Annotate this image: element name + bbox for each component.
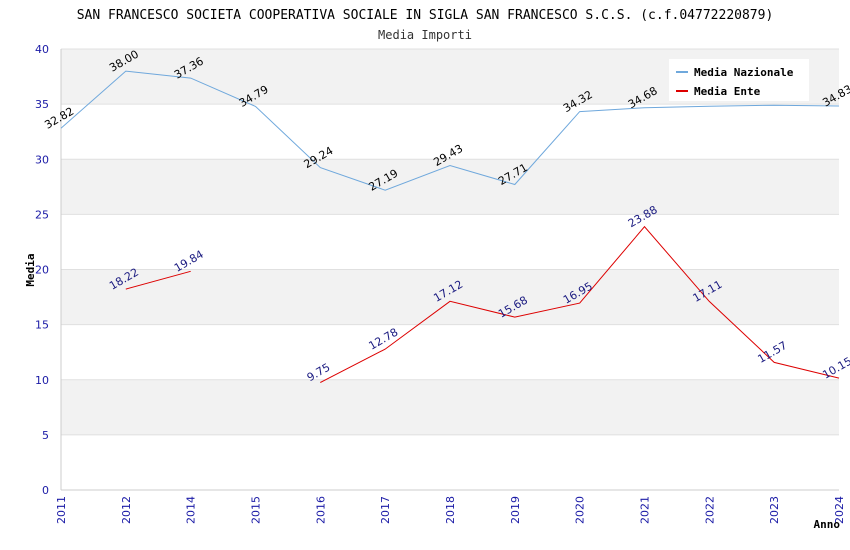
x-axis-label: Anno bbox=[814, 518, 841, 531]
x-tick-label: 2012 bbox=[120, 496, 133, 524]
grid-band bbox=[61, 434, 839, 490]
grid-band bbox=[61, 379, 839, 435]
grid-band bbox=[61, 159, 839, 215]
legend-label-media-nazionale: Media Nazionale bbox=[694, 66, 794, 79]
x-tick-label: 2022 bbox=[703, 496, 716, 524]
series-line-media-nazionale bbox=[60, 70, 840, 191]
chart-subtitle: Media Importi bbox=[378, 28, 472, 42]
grid-band bbox=[61, 324, 839, 380]
x-tick-label: 2014 bbox=[185, 496, 198, 524]
y-tick-label: 5 bbox=[42, 429, 49, 442]
x-tick-label: 2024 bbox=[833, 496, 846, 524]
x-tick-label: 2011 bbox=[55, 496, 68, 524]
y-tick-label: 25 bbox=[35, 208, 49, 221]
x-tick-label: 2023 bbox=[768, 496, 781, 524]
legend: Media Nazionale Media Ente bbox=[669, 59, 809, 101]
y-axis-ticks: 0 5 10 15 20 25 30 35 40 bbox=[35, 43, 49, 497]
series-lines bbox=[60, 70, 840, 383]
grid-band bbox=[61, 104, 839, 160]
y-tick-label: 15 bbox=[35, 319, 49, 332]
x-tick-label: 2017 bbox=[379, 496, 392, 524]
x-tick-label: 2020 bbox=[574, 496, 587, 524]
y-tick-label: 30 bbox=[35, 153, 49, 166]
x-tick-label: 2021 bbox=[639, 496, 652, 524]
grid-band bbox=[61, 269, 839, 325]
grid-band bbox=[61, 214, 839, 270]
y-tick-label: 20 bbox=[35, 264, 49, 277]
y-axis-label: Media bbox=[24, 253, 37, 286]
legend-label-media-ente: Media Ente bbox=[694, 85, 761, 98]
x-tick-label: 2016 bbox=[314, 496, 327, 524]
chart-title: SAN FRANCESCO SOCIETA COOPERATIVA SOCIAL… bbox=[77, 8, 774, 23]
y-tick-label: 40 bbox=[35, 43, 49, 56]
x-tick-label: 2015 bbox=[250, 496, 263, 524]
y-tick-label: 35 bbox=[35, 98, 49, 111]
x-axis-ticks: 2011 2012 2014 2015 2016 2017 2018 2019 2020 2021… bbox=[55, 496, 846, 524]
series-line-media-ente bbox=[125, 270, 191, 290]
plot-frame bbox=[60, 49, 839, 491]
x-tick-label: 2019 bbox=[509, 496, 522, 524]
series-line-media-ente bbox=[320, 225, 840, 383]
legend-box bbox=[669, 59, 809, 101]
y-tick-label: 0 bbox=[42, 484, 49, 497]
grid-bands bbox=[61, 48, 839, 491]
y-tick-label: 10 bbox=[35, 374, 49, 387]
x-tick-label: 2018 bbox=[444, 496, 457, 524]
